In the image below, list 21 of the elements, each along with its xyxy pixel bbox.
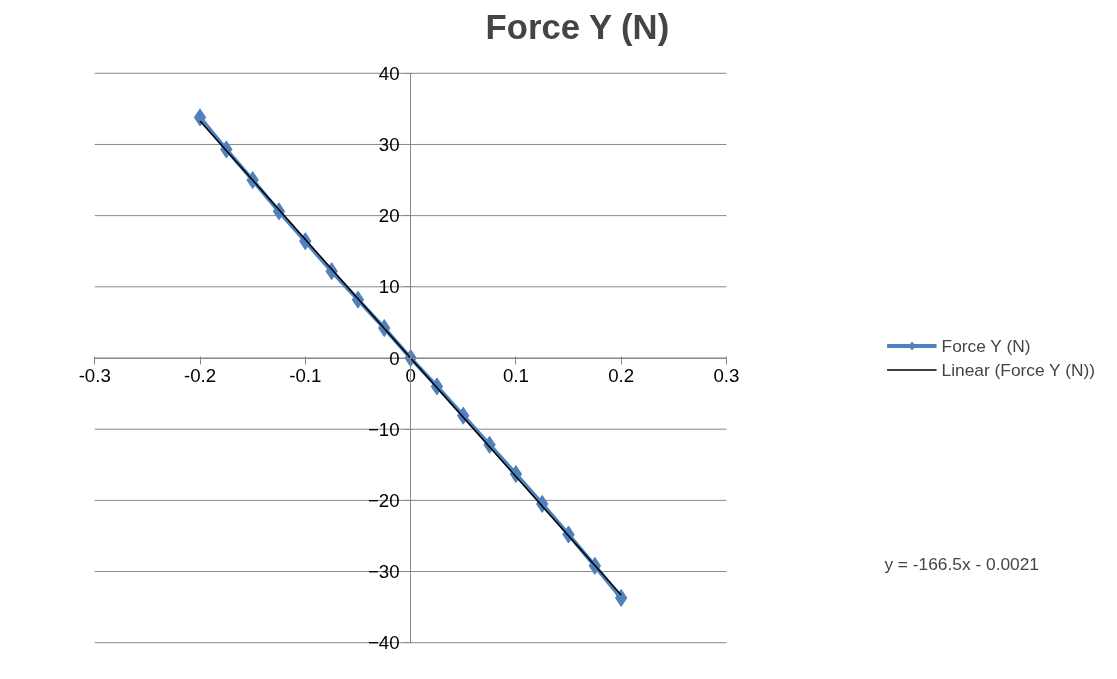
x-tick-label: 0.3 (713, 365, 740, 386)
y-tick-label: −10 (367, 418, 400, 440)
x-tick-label: -0.3 (78, 365, 111, 386)
x-tick-label: 0.1 (502, 365, 529, 386)
chart-title: Force Y (N) (485, 7, 670, 46)
legend-label: Force Y (N) (941, 335, 1031, 356)
y-tick-label: 30 (378, 133, 400, 155)
point (193, 108, 207, 127)
x-tick-label: -0.2 (183, 365, 217, 386)
text: y = -166.5x - 0.0021 (884, 554, 1039, 575)
y-tick-label: 20 (378, 205, 400, 227)
y-tick-label: −30 (367, 561, 400, 583)
x-tick-label: 0.2 (608, 365, 635, 386)
y-tick-label: −40 (367, 632, 400, 654)
y-tick-label: 10 (378, 276, 400, 298)
y-tick-label: 40 (378, 62, 400, 84)
y-tick-label: 0 (389, 347, 400, 369)
x-tick-label: -0.1 (289, 365, 322, 386)
y-tick-label: −20 (367, 489, 400, 511)
legend-label: Linear (Force Y (N)) (941, 359, 1095, 380)
x-tick-label: 0 (405, 365, 416, 386)
